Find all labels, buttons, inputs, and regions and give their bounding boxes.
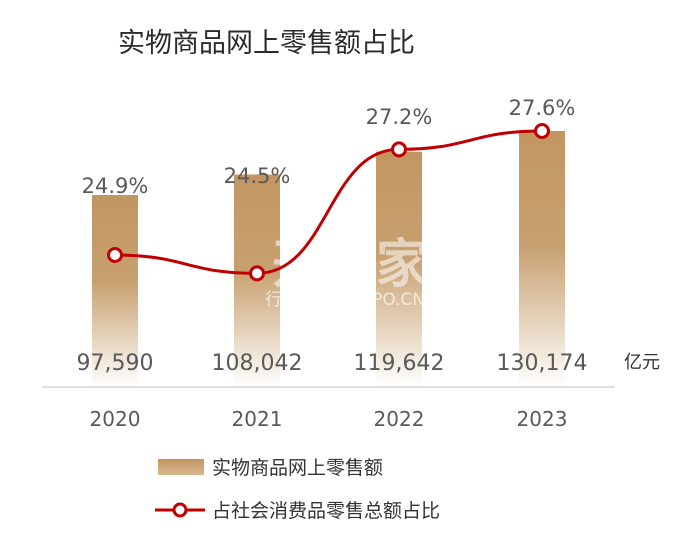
bar-value-label-2020: 97,590: [77, 351, 154, 376]
watermark-sub: 行业报告 IPOIPO.CN: [265, 290, 425, 310]
chart-title: 实物商品网上零售额占比: [118, 28, 415, 59]
x-tick-labels: 2020 2021 2022 2023: [90, 407, 568, 431]
bar-2023: [519, 131, 565, 387]
line-group: [107, 123, 550, 282]
bar-value-labels: 97,590 108,042 119,642 130,174 24.9% 24.5% 27.…: [77, 96, 588, 376]
legend: 实物商品网上零售额 占社会消费品零售总额占比: [155, 457, 440, 522]
bar-value-label-2023: 130,174: [497, 351, 588, 376]
legend-line-label: 占社会消费品零售总额占比: [212, 500, 440, 522]
bar-2020: [92, 195, 138, 387]
x-tick-2022: 2022: [374, 407, 425, 431]
x-tick-2021: 2021: [232, 407, 283, 431]
line-value-label-2021: 24.5%: [224, 164, 291, 188]
unit-label: 亿元: [624, 352, 660, 373]
line-point-2021: [249, 265, 265, 282]
legend-bar-label: 实物商品网上零售额: [212, 457, 383, 479]
watermark: 开购家 行业报告 IPOIPO.CN: [265, 235, 428, 310]
x-tick-2020: 2020: [90, 407, 141, 431]
legend-bar-swatch: [158, 459, 204, 475]
line-series-path: [114, 129, 543, 275]
bar-2022: [376, 151, 422, 387]
line-point-2023: [534, 123, 550, 139]
line-value-label-2020: 24.9%: [82, 174, 149, 198]
legend-line-marker: [172, 502, 188, 518]
bar-value-label-2021: 108,042: [212, 351, 303, 376]
watermark-main: 开购家: [272, 235, 428, 295]
line-value-label-2022: 27.2%: [366, 105, 433, 129]
x-tick-2023: 2023: [517, 407, 568, 431]
bar-value-label-2022: 119,642: [354, 351, 445, 376]
line-point-2020: [107, 247, 123, 263]
line-point-2022: [391, 141, 407, 158]
line-value-label-2023: 27.6%: [509, 96, 576, 120]
